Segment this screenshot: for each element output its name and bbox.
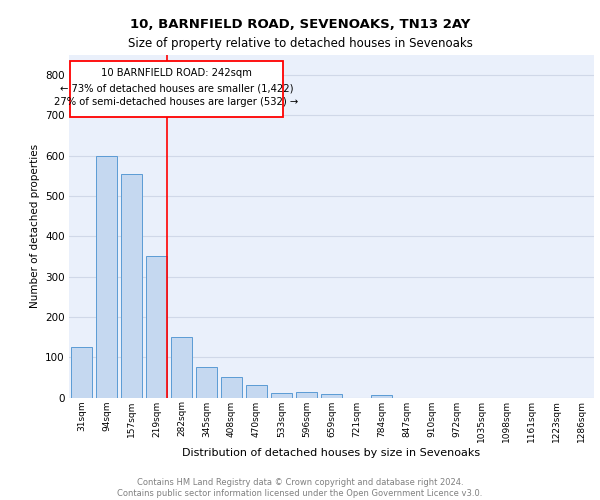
Y-axis label: Number of detached properties: Number of detached properties bbox=[29, 144, 40, 308]
Bar bbox=[221, 376, 242, 398]
Bar bbox=[196, 368, 217, 398]
Bar bbox=[96, 156, 117, 398]
Text: 10, BARNFIELD ROAD, SEVENOAKS, TN13 2AY: 10, BARNFIELD ROAD, SEVENOAKS, TN13 2AY bbox=[130, 18, 470, 30]
Bar bbox=[271, 392, 292, 398]
Text: 27% of semi-detached houses are larger (532) →: 27% of semi-detached houses are larger (… bbox=[55, 96, 299, 106]
Text: Size of property relative to detached houses in Sevenoaks: Size of property relative to detached ho… bbox=[128, 38, 472, 51]
Bar bbox=[246, 384, 267, 398]
Bar bbox=[296, 392, 317, 398]
Text: 10 BARNFIELD ROAD: 242sqm: 10 BARNFIELD ROAD: 242sqm bbox=[101, 68, 252, 78]
Bar bbox=[121, 174, 142, 398]
Text: Contains HM Land Registry data © Crown copyright and database right 2024.
Contai: Contains HM Land Registry data © Crown c… bbox=[118, 478, 482, 498]
Text: ← 73% of detached houses are smaller (1,422): ← 73% of detached houses are smaller (1,… bbox=[60, 83, 293, 93]
Bar bbox=[371, 394, 392, 398]
Bar bbox=[171, 337, 192, 398]
X-axis label: Distribution of detached houses by size in Sevenoaks: Distribution of detached houses by size … bbox=[182, 448, 481, 458]
FancyBboxPatch shape bbox=[70, 61, 283, 118]
Bar bbox=[146, 256, 167, 398]
Bar bbox=[71, 347, 92, 398]
Bar bbox=[321, 394, 342, 398]
